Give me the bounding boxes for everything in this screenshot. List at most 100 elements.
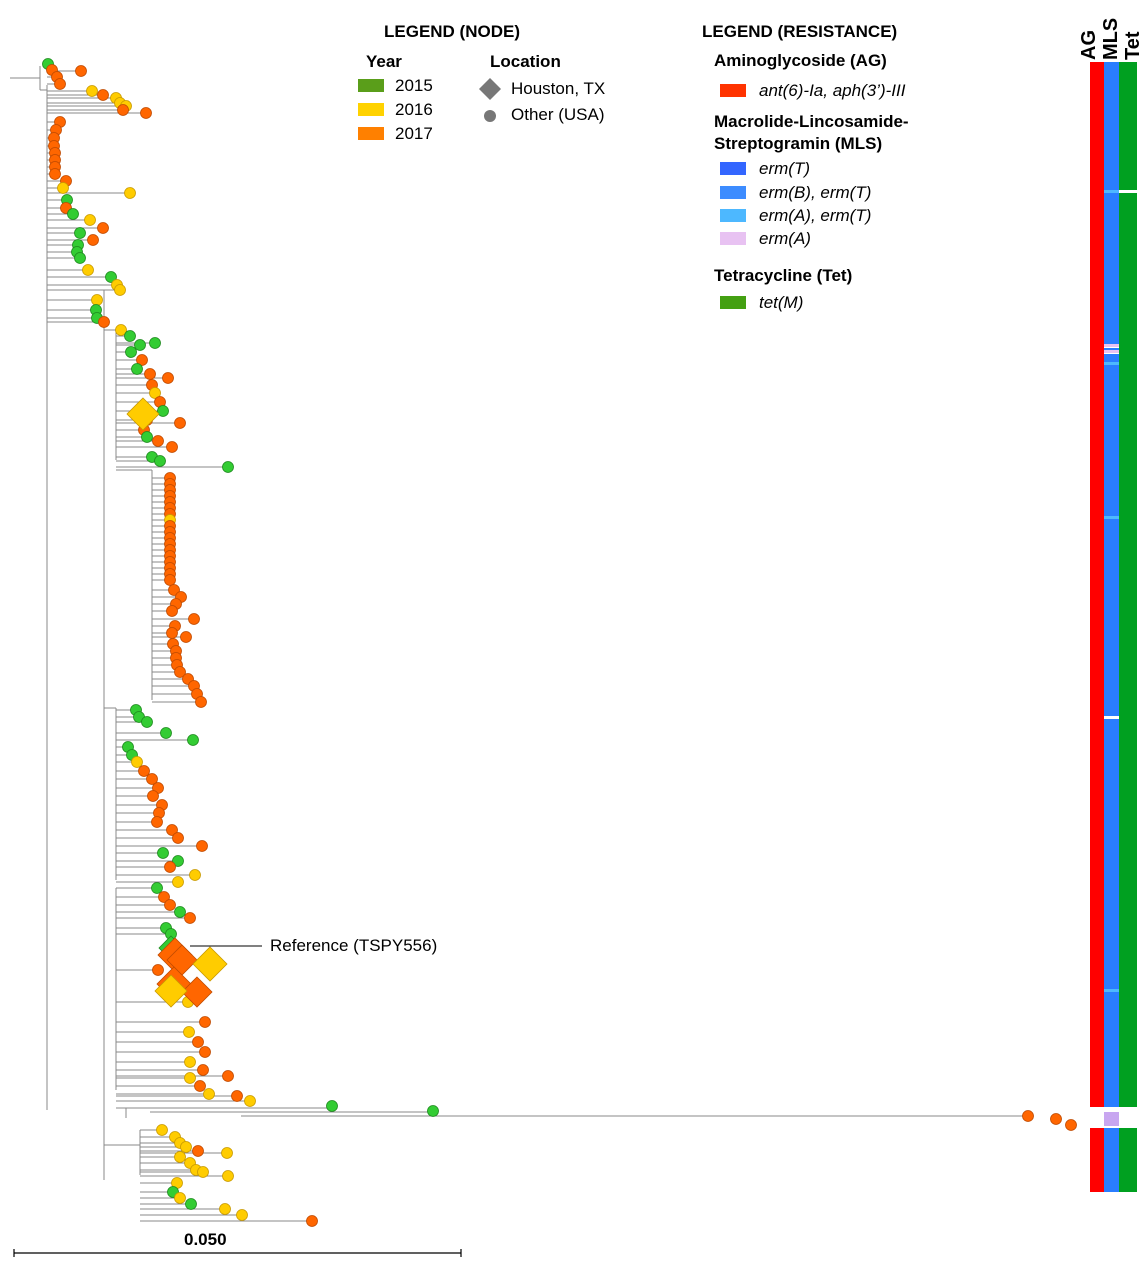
erm-a-label: erm(A) (759, 229, 811, 248)
tip-node (140, 107, 152, 119)
tip-node (75, 65, 87, 77)
tip-node (166, 824, 178, 836)
tip-node (117, 104, 129, 116)
houston-node (192, 946, 228, 982)
scale-bar-label: 0.050 (184, 1230, 227, 1249)
tip-node (192, 1145, 204, 1157)
tip-node (168, 584, 180, 596)
tip-node (183, 1026, 195, 1038)
year-2015-label: 2015 (395, 76, 433, 95)
tip-node (149, 337, 161, 349)
tip-node (306, 1215, 318, 1227)
legend-resistance-title: LEGEND (RESISTANCE) (702, 22, 898, 41)
mls-strip-erm-a-block (1104, 1112, 1119, 1126)
tip-node (164, 574, 176, 586)
year-2015-swatch (358, 79, 384, 92)
mls-heading-line2: Streptogramin (MLS) (714, 134, 883, 153)
tip-node (115, 324, 127, 336)
tip-node (222, 1170, 234, 1182)
tip-node (172, 832, 184, 844)
tip-node (184, 912, 196, 924)
tip-node (174, 906, 186, 918)
ag-strip-upper (1090, 62, 1104, 1107)
year-heading: Year (366, 52, 402, 71)
diamond-icon (479, 78, 501, 100)
tip-node (91, 294, 103, 306)
circle-icon (484, 110, 496, 122)
tip-node (152, 964, 164, 976)
tip-node (199, 1016, 211, 1028)
tip-node (197, 1064, 209, 1076)
tip-node (203, 1088, 215, 1100)
tip-node (172, 876, 184, 888)
tip-node (221, 1147, 233, 1159)
tip-node (97, 222, 109, 234)
tip-node (141, 716, 153, 728)
legend-node-title: LEGEND (NODE) (384, 22, 520, 41)
tip-node (157, 405, 169, 417)
ag-entry-label: ant(6)-Ia, aph(3’)-III (759, 81, 906, 100)
erm-a-t-label: erm(A), erm(T) (759, 206, 872, 225)
tet-heading: Tetracycline (Tet) (714, 266, 853, 285)
erm-a-t-swatch (720, 209, 746, 222)
tip-node (144, 368, 156, 380)
tet-strip-upper (1119, 62, 1137, 1107)
tip-node (194, 1080, 206, 1092)
tip-node (174, 666, 186, 678)
tip-node (188, 613, 200, 625)
erm-b-t-swatch (720, 186, 746, 199)
reference-label: Reference (TSPY556) (270, 936, 438, 955)
tree-branches (10, 63, 1030, 1222)
tip-node (156, 1124, 168, 1136)
tip-node (86, 85, 98, 97)
tet-m-swatch (720, 296, 746, 309)
tip-node (141, 431, 153, 443)
tip-node (244, 1095, 256, 1107)
tip-node (147, 790, 159, 802)
year-2016-label: 2016 (395, 100, 433, 119)
tip-node (236, 1209, 248, 1221)
mls-erm-a-marks (1104, 344, 1119, 356)
tip-node (125, 346, 137, 358)
houston-diamonds (126, 397, 228, 1008)
tip-node (185, 1198, 197, 1210)
tip-node (138, 765, 150, 777)
tip-node (427, 1105, 439, 1117)
tip-node (184, 1072, 196, 1084)
tip-node (124, 187, 136, 199)
tip-node (1022, 1110, 1034, 1122)
tip-node (326, 1100, 338, 1112)
erm-t-label: erm(T) (759, 159, 810, 178)
tip-node (187, 734, 199, 746)
tip-node (146, 773, 158, 785)
tip-node (97, 89, 109, 101)
tip-node (222, 461, 234, 473)
tip-node (57, 182, 69, 194)
houston-node (154, 974, 188, 1008)
mls-light-mark (1104, 989, 1119, 992)
year-2016-swatch (358, 103, 384, 116)
tip-node (151, 882, 163, 894)
houston-node (181, 976, 213, 1008)
tip-node (184, 1056, 196, 1068)
tip-node (222, 1070, 234, 1082)
erm-t-swatch (720, 162, 746, 175)
mls-light-mark (1104, 362, 1119, 365)
tip-node (174, 1151, 186, 1163)
ag-strip-lower (1090, 1128, 1104, 1192)
tip-node (180, 1141, 192, 1153)
tip-node (84, 214, 96, 226)
tip-node (154, 455, 166, 467)
tip-node (160, 727, 172, 739)
tip-node (151, 816, 163, 828)
tip-node (231, 1090, 243, 1102)
tip-node (152, 435, 164, 447)
tip-node (131, 756, 143, 768)
tip-node (166, 627, 178, 639)
tip-node (180, 631, 192, 643)
year-2017-swatch (358, 127, 384, 140)
tip-node (166, 441, 178, 453)
column-header-mls: MLS (1100, 17, 1122, 60)
houston-node (126, 397, 160, 431)
